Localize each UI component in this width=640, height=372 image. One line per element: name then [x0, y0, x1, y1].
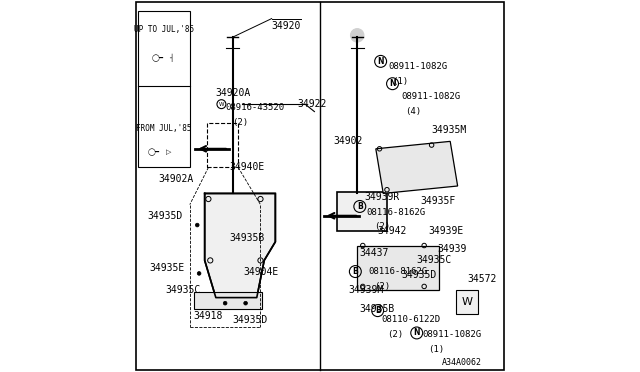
Text: 34939M: 34939M — [348, 285, 383, 295]
Text: 34935B: 34935B — [359, 304, 394, 314]
Text: B: B — [353, 267, 358, 276]
Text: B: B — [357, 202, 363, 211]
Text: 08911-1082G: 08911-1082G — [422, 330, 481, 339]
Text: 34940E: 34940E — [229, 163, 264, 172]
Text: (2): (2) — [374, 282, 390, 291]
Circle shape — [195, 223, 199, 227]
Text: 34935C: 34935C — [166, 285, 201, 295]
Text: 34920: 34920 — [271, 21, 301, 31]
Text: ┤: ┤ — [170, 54, 173, 62]
Text: (2): (2) — [232, 118, 249, 127]
Text: W: W — [219, 102, 224, 107]
Text: 34572: 34572 — [467, 274, 496, 284]
Bar — [138, 11, 190, 167]
Text: (2): (2) — [374, 222, 390, 231]
Text: 08116-8162G: 08116-8162G — [367, 208, 426, 217]
Text: 34902A: 34902A — [158, 174, 193, 183]
Polygon shape — [357, 246, 439, 290]
Text: W: W — [461, 297, 472, 307]
Circle shape — [197, 272, 201, 275]
Text: 34935B: 34935B — [229, 233, 264, 243]
Bar — [207, 123, 238, 167]
Text: 34935D: 34935D — [147, 211, 182, 221]
Text: ▷: ▷ — [166, 149, 172, 155]
Text: (1): (1) — [428, 345, 444, 354]
Polygon shape — [205, 193, 275, 298]
Text: 34939R: 34939R — [365, 192, 400, 202]
Text: 34935D: 34935D — [232, 315, 268, 325]
Text: 34935M: 34935M — [431, 125, 467, 135]
Text: 34920A: 34920A — [216, 88, 251, 98]
Text: 34922: 34922 — [298, 99, 327, 109]
Text: 08110-6122D: 08110-6122D — [381, 315, 440, 324]
Text: ◯━: ◯━ — [152, 54, 164, 62]
Text: 34935D: 34935D — [402, 270, 437, 280]
Bar — [456, 290, 478, 314]
Text: 34935F: 34935F — [420, 196, 456, 206]
Text: 08911-1082G: 08911-1082G — [402, 92, 461, 101]
Text: (4): (4) — [406, 107, 422, 116]
Text: N: N — [378, 57, 384, 66]
Text: 34942: 34942 — [378, 226, 407, 235]
Text: 34918: 34918 — [193, 311, 223, 321]
Polygon shape — [337, 192, 387, 231]
Polygon shape — [193, 292, 262, 309]
Text: 34904E: 34904E — [244, 267, 279, 276]
Text: 08116-8162G: 08116-8162G — [369, 267, 428, 276]
Text: 34437: 34437 — [359, 248, 388, 258]
Text: UP TO JUL,'85: UP TO JUL,'85 — [134, 25, 194, 34]
Text: 34935E: 34935E — [149, 263, 184, 273]
Text: N: N — [389, 79, 396, 88]
Text: 34939: 34939 — [437, 244, 467, 254]
Text: FROM JUL,'85: FROM JUL,'85 — [136, 124, 191, 133]
Circle shape — [223, 301, 227, 305]
Text: A34A0062: A34A0062 — [442, 358, 481, 367]
Polygon shape — [376, 141, 458, 193]
Text: (2): (2) — [387, 330, 403, 339]
Text: 08916-43520: 08916-43520 — [225, 103, 284, 112]
Circle shape — [351, 29, 364, 42]
Text: B: B — [375, 306, 381, 315]
Text: ◯━: ◯━ — [147, 148, 159, 155]
Text: 34939E: 34939E — [428, 226, 463, 235]
Circle shape — [244, 301, 248, 305]
Text: 34935C: 34935C — [417, 256, 452, 265]
Text: 34902: 34902 — [333, 137, 362, 146]
Text: (1): (1) — [392, 77, 409, 86]
Text: N: N — [413, 328, 420, 337]
Text: 08911-1082G: 08911-1082G — [389, 62, 448, 71]
